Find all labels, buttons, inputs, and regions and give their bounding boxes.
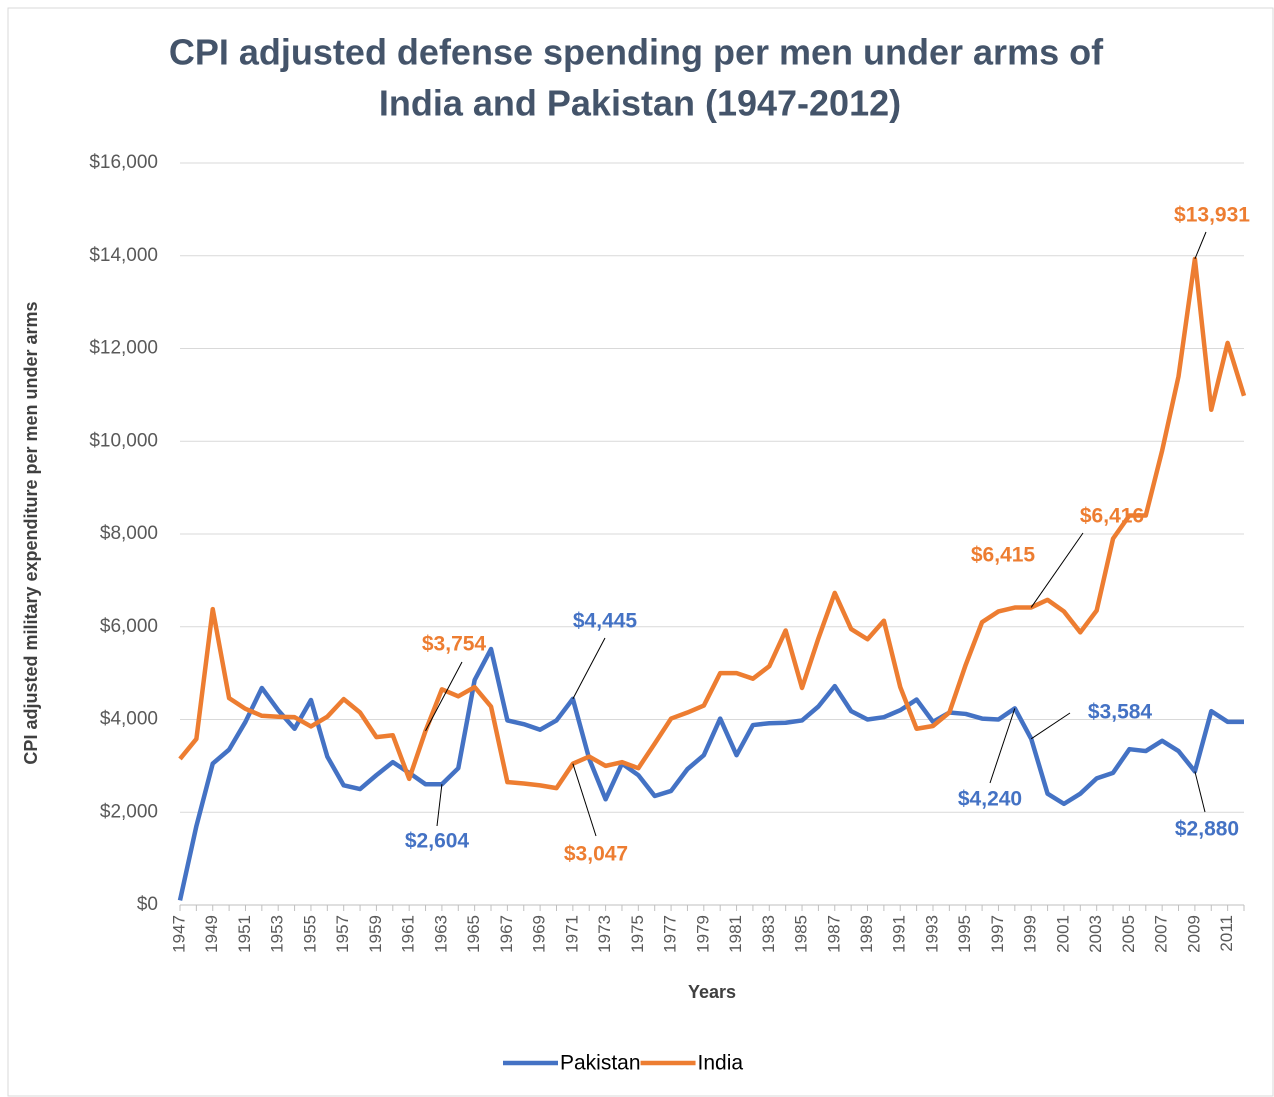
x-tick-label: 2001 xyxy=(1053,915,1072,953)
y-axis-title: CPI adjusted military expenditure per me… xyxy=(21,301,41,764)
x-tick-label: 2011 xyxy=(1217,915,1236,952)
data-label: $13,931 xyxy=(1174,204,1250,227)
x-tick-label: 1971 xyxy=(562,915,581,953)
x-tick-label: 1975 xyxy=(628,915,647,953)
data-label: $3,754 xyxy=(422,633,487,656)
x-tick-label: 1973 xyxy=(595,915,614,953)
data-label: $3,584 xyxy=(1088,701,1153,724)
x-tick-label: 2003 xyxy=(1086,915,1105,953)
y-tick-label: $16,000 xyxy=(89,152,158,173)
x-tick-label: 1961 xyxy=(399,915,418,953)
y-tick-label: $12,000 xyxy=(89,338,158,359)
x-tick-label: 2007 xyxy=(1152,915,1171,953)
y-tick-label: $8,000 xyxy=(100,523,158,544)
data-label: $4,240 xyxy=(958,788,1022,811)
chart-title: CPI adjusted defense spending per men un… xyxy=(169,32,1104,73)
data-label: $6,416 xyxy=(1080,505,1144,528)
leader-line xyxy=(1194,231,1207,260)
x-tick-label: 1993 xyxy=(922,915,941,953)
leader-line xyxy=(1030,532,1084,608)
data-label: $3,047 xyxy=(564,843,628,866)
x-tick-label: 2009 xyxy=(1184,915,1203,953)
y-tick-label: $10,000 xyxy=(89,430,158,451)
x-tick-label: 1977 xyxy=(661,915,680,953)
leader-line xyxy=(989,708,1016,784)
x-tick-label: 1967 xyxy=(497,915,516,953)
legend-label: India xyxy=(698,1052,744,1075)
leader-line xyxy=(572,637,606,700)
data-label: $4,445 xyxy=(573,610,638,633)
x-tick-label: 1983 xyxy=(759,915,778,953)
y-tick-label: $2,000 xyxy=(100,801,158,822)
leader-line xyxy=(425,661,463,732)
legend-label: Pakistan xyxy=(560,1052,641,1075)
leader-line xyxy=(436,784,443,827)
data-label: $6,415 xyxy=(971,544,1036,567)
x-tick-label: 1997 xyxy=(988,915,1007,953)
x-tick-label: 1957 xyxy=(333,915,352,953)
x-tick-label: 2005 xyxy=(1119,915,1138,953)
x-tick-label: 1955 xyxy=(300,915,319,953)
x-tick-label: 1959 xyxy=(366,915,385,953)
y-tick-label: $6,000 xyxy=(100,616,158,637)
leader-line xyxy=(1194,771,1206,813)
x-tick-label: 1951 xyxy=(235,915,254,953)
x-tick-label: 1989 xyxy=(857,915,876,953)
x-tick-label: 1979 xyxy=(693,915,712,953)
y-tick-label: $0 xyxy=(137,894,158,915)
y-tick-label: $4,000 xyxy=(100,709,158,730)
x-tick-label: 1985 xyxy=(792,915,811,953)
y-tick-label: $14,000 xyxy=(89,245,158,266)
chart-border xyxy=(7,7,1274,1097)
data-label: $2,604 xyxy=(405,830,470,853)
x-tick-label: 1949 xyxy=(202,915,221,953)
x-tick-label: 1953 xyxy=(268,915,287,953)
x-axis-title: Years xyxy=(688,982,736,1002)
x-tick-label: 1991 xyxy=(890,915,909,953)
leader-line xyxy=(572,763,597,837)
series-line xyxy=(177,646,1244,901)
leader-line xyxy=(1030,712,1071,740)
x-tick-label: 1963 xyxy=(431,915,450,953)
series-line xyxy=(178,256,1247,791)
x-tick-label: 1947 xyxy=(169,915,188,953)
x-tick-label: 1999 xyxy=(1021,915,1040,953)
x-tick-label: 1995 xyxy=(955,915,974,953)
x-tick-label: 1969 xyxy=(530,915,549,953)
x-tick-label: 1987 xyxy=(824,915,843,953)
data-label: $2,880 xyxy=(1175,818,1239,841)
x-tick-label: 1981 xyxy=(726,915,745,953)
x-tick-label: 1965 xyxy=(464,915,483,953)
chart-title: India and Pakistan (1947-2012) xyxy=(379,83,901,124)
